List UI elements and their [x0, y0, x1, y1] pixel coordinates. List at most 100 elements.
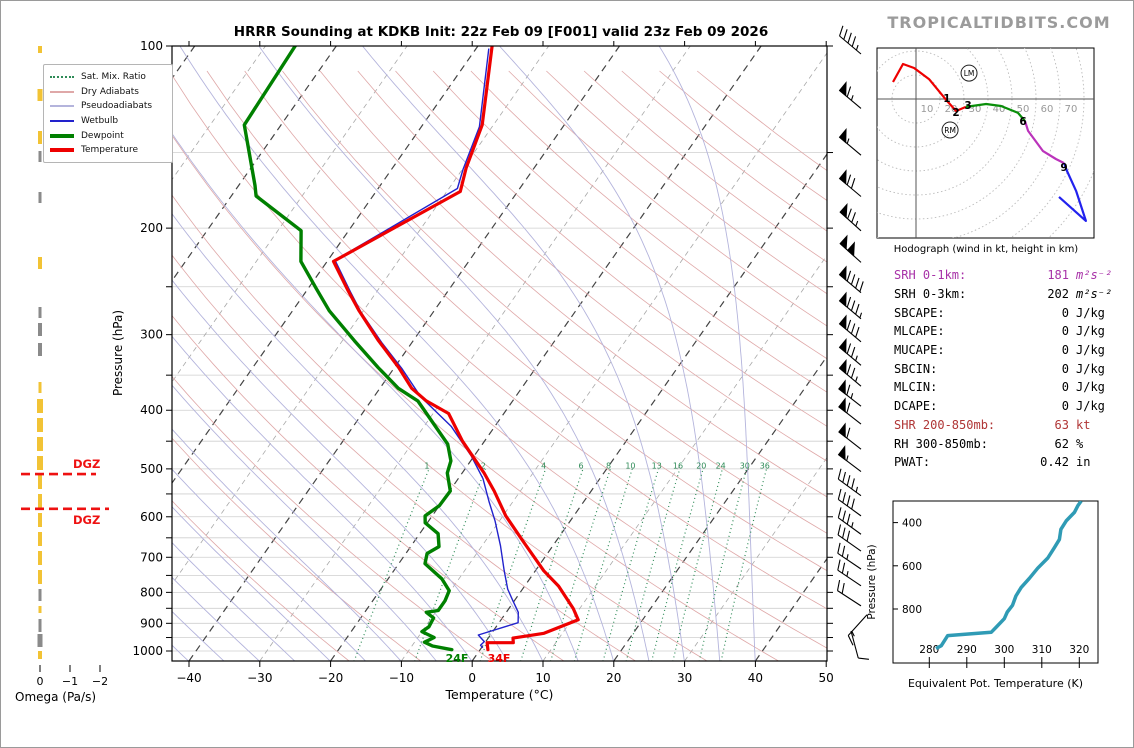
- temperature-curve: [331, 46, 580, 652]
- y-axis-title: Pressure (hPa): [111, 310, 125, 396]
- wind-barb: [839, 234, 862, 263]
- stat-unit: in: [1076, 455, 1091, 470]
- hodograph-height-label: 2: [952, 107, 959, 119]
- isotherm-line: [330, 46, 762, 661]
- legend-item-pseudoadiabats: Pseudoadiabats: [50, 99, 166, 114]
- stat-label: MUCAPE:: [894, 343, 945, 358]
- pressure-tick-label: 300: [140, 328, 163, 342]
- wind-barb: [838, 422, 862, 450]
- stat-unit: J/kg: [1076, 380, 1105, 395]
- pressure-tick-label: 100: [140, 39, 163, 53]
- legend-label: Dry Adiabats: [81, 86, 139, 97]
- wind-barb: [838, 265, 864, 294]
- legend-item-dewpoint: Dewpoint: [50, 128, 166, 143]
- wind-barb: [850, 630, 870, 660]
- legend-line-sample: [50, 76, 74, 79]
- omega-tick-label: −1: [62, 675, 78, 688]
- site-watermark: TROPICALTIDBITS.COM: [887, 13, 1111, 32]
- pseudoadiabat-line: [172, 384, 437, 661]
- wind-barb: [837, 468, 862, 497]
- skewt-legend: Sat. Mix. Ratio Dry Adiabats Pseudoadiabat…: [43, 64, 173, 163]
- stat-value: 0: [1061, 324, 1069, 339]
- dry-adiabat-line: [319, 70, 827, 498]
- mixing-ratio-line: [651, 468, 704, 661]
- stat-label: SRH 0-1km:: [894, 268, 967, 283]
- wind-barb: [837, 488, 862, 517]
- stat-label: RH 300-850mb:: [894, 436, 988, 451]
- legend-line-sample: [50, 148, 74, 153]
- wind-barb: [838, 169, 862, 197]
- storm-motion-label: LM: [964, 69, 975, 78]
- mixing-ratio-line: [720, 468, 768, 661]
- dewpoint-curve: [242, 46, 454, 652]
- stat-label: SRH 0-3km:: [894, 287, 967, 302]
- theta-e-x-title: Equivalent Pot. Temperature (K): [908, 677, 1083, 690]
- theta-e-x-tick: 310: [1032, 644, 1052, 656]
- pressure-tick-label: 1000: [132, 644, 163, 658]
- stat-row-pwat: PWAT: 0.42 in: [894, 453, 1132, 472]
- stat-row-mlcin: MLCIN: 0 J/kg: [894, 378, 1132, 397]
- stat-unit: %: [1076, 436, 1084, 451]
- x-tick-label: 0: [468, 671, 476, 685]
- chart-title: HRRR Sounding at KDKB Init: 22z Feb 09 […: [233, 24, 769, 40]
- stat-label: SHR 200-850mb:: [894, 417, 996, 432]
- isotherm-line: [259, 46, 691, 661]
- pseudoadiabat-line: [172, 506, 331, 661]
- stats-panel: SRH 0-1km: 181 m²s⁻² SRH 0-3km: 202 m²s⁻² SBCA…: [894, 266, 1132, 472]
- stat-unit: J/kg: [1076, 324, 1105, 339]
- theta-e-x-tick: 320: [1069, 644, 1089, 656]
- legend-item-wetbulb: Wetbulb: [50, 114, 166, 129]
- legend-label: Dewpoint: [81, 130, 124, 141]
- x-tick-label: −20: [318, 671, 343, 685]
- mixing-ratio-label: 24: [716, 461, 726, 470]
- hodograph-trace-0-3km: [892, 62, 967, 113]
- theta-e-panel: 400 600 800 280 290 300 310 320 Equivalent Pot. …: [866, 500, 1099, 690]
- legend-label: Wetbulb: [81, 116, 119, 127]
- mixing-ratio-label: 13: [652, 461, 662, 470]
- hodograph-height-label: 3: [964, 100, 971, 112]
- theta-e-y-title: Pressure (hPa): [866, 544, 878, 619]
- stat-label: PWAT:: [894, 455, 931, 470]
- legend-line-sample: [50, 120, 74, 123]
- legend-item-sat-mix-ratio: Sat. Mix. Ratio: [50, 70, 166, 85]
- theta-e-x-tick: 300: [994, 644, 1014, 656]
- stat-value: 0: [1061, 361, 1069, 376]
- dry-adiabat-line: [206, 70, 827, 610]
- legend-line-sample: [50, 105, 74, 108]
- x-tick-label: 50: [819, 671, 834, 685]
- hodograph-ring-label: 30: [969, 104, 982, 115]
- pseudoadiabat-line: [172, 279, 508, 661]
- mixing-ratio-label: 36: [760, 461, 770, 470]
- pressure-tick-label: 700: [140, 550, 163, 564]
- mixing-ratio-label: 1: [424, 461, 429, 470]
- wind-barb: [839, 25, 862, 55]
- stat-row-srh-0-3km: SRH 0-3km: 202 m²s⁻²: [894, 285, 1132, 304]
- wind-barb: [838, 128, 862, 156]
- x-tick-label: −30: [247, 671, 272, 685]
- dry-adiabat-line: [508, 70, 827, 327]
- pseudoadiabat-line: [499, 46, 721, 661]
- pseudoadiabat-line: [659, 46, 756, 661]
- x-tick-label: 30: [677, 671, 692, 685]
- wind-barb: [838, 379, 862, 407]
- stat-value: 202: [1047, 287, 1069, 302]
- isotherm-line: [613, 355, 827, 661]
- pseudoadiabat-line: [258, 46, 650, 661]
- storm-motion-label: RM: [944, 126, 956, 135]
- legend-label: Sat. Mix. Ratio: [81, 72, 146, 83]
- theta-e-x-tick: 280: [919, 644, 939, 656]
- isotherm-line: [172, 46, 479, 485]
- stat-label: DCAPE:: [894, 399, 938, 414]
- stat-unit: kt: [1076, 417, 1091, 432]
- mixing-ratio-label: 6: [579, 461, 584, 470]
- wind-barb: [837, 524, 862, 552]
- mixing-ratio-label: 2: [481, 461, 486, 470]
- x-tick-label: 10: [535, 671, 550, 685]
- hodograph-caption: Hodograph (wind in kt, height in km): [894, 244, 1079, 255]
- stat-value: 181: [1047, 268, 1069, 283]
- hodograph-ring-label: 50: [1017, 104, 1030, 115]
- mixing-ratio-label: 30: [740, 461, 750, 470]
- x-tick-label: 20: [606, 671, 621, 685]
- legend-label: Pseudoadiabats: [81, 101, 153, 112]
